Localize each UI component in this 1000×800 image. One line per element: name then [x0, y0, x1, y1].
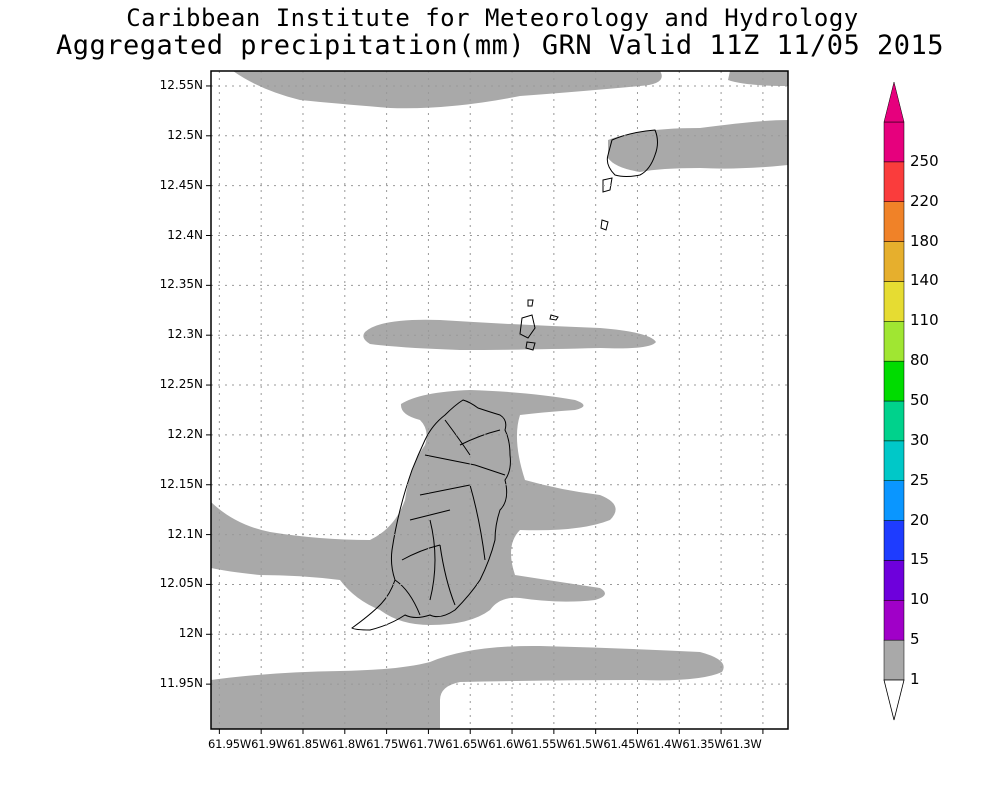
y-axis-label: 12.05N	[159, 576, 203, 591]
colorbar-label: 25	[910, 470, 930, 489]
colorbar-swatch	[883, 161, 905, 202]
colorbar-swatch	[883, 600, 905, 641]
y-axis-label: 12.4N	[167, 227, 203, 242]
colorbar-label: 220	[910, 191, 939, 210]
map-frame	[210, 70, 789, 730]
colorbar-swatch	[883, 400, 905, 442]
small-islets-outline	[519, 299, 559, 351]
y-axis-label: 12.55N	[159, 77, 203, 92]
precip-band-north	[233, 71, 662, 109]
map-grid	[211, 71, 788, 729]
x-axis-labels: 61.95W61.9W61.85W61.8W61.75W61.7W61.65W6…	[208, 737, 762, 751]
precip-band-northeast-corner	[728, 71, 788, 86]
colorbar-label: 80	[910, 351, 930, 370]
colorbar-swatch	[883, 560, 905, 601]
colorbar-swatch	[883, 360, 905, 402]
colorbar-swatch	[883, 440, 905, 481]
colorbar-label: 1	[910, 670, 920, 688]
precip-band-middle	[363, 319, 656, 350]
colorbar-label: 50	[910, 391, 930, 409]
y-axis-label: 12.5N	[167, 127, 203, 142]
colorbar-label: 10	[910, 590, 930, 609]
chart-title-line1: Caribbean Institute for Meteorology and …	[126, 4, 859, 32]
colorbar-swatch	[883, 480, 905, 521]
y-axis-label: 12.1N	[167, 526, 203, 541]
colorbar-label: 110	[910, 311, 939, 330]
colorbar-label: 250	[910, 151, 939, 170]
colorbar-swatch	[883, 121, 905, 163]
colorbar-swatch	[883, 520, 905, 561]
y-axis-label: 12.2N	[167, 426, 203, 441]
grenada-island-outline	[351, 399, 511, 631]
colorbar-bottom-arrow	[883, 679, 905, 721]
colorbar-swatch	[883, 281, 905, 322]
colorbar-top-arrow	[883, 81, 905, 123]
y-axis-label: 12.15N	[159, 476, 203, 491]
y-axis-label: 12.25N	[159, 377, 203, 392]
precip-grenada-main	[211, 390, 616, 625]
colorbar-swatch	[883, 321, 905, 362]
colorbar-label: 5	[910, 630, 920, 649]
carriacou-island-outline	[600, 129, 658, 231]
colorbar-label: 30	[910, 430, 930, 449]
colorbar-label: 20	[910, 510, 930, 529]
colorbar-swatch	[883, 201, 905, 242]
y-axis-label: 11.95N	[159, 676, 203, 691]
colorbar-swatch	[883, 241, 905, 282]
chart-title-line2: Aggregated precipitation(mm) GRN Valid 1…	[55, 30, 945, 61]
colorbar-label: 180	[910, 231, 939, 250]
colorbar-swatch	[883, 639, 905, 681]
colorbar	[883, 81, 905, 721]
y-axis-label: 12.3N	[167, 327, 203, 342]
y-axis-label: 12.45N	[159, 177, 203, 192]
colorbar-label: 140	[910, 271, 939, 290]
y-axis-label: 12.35N	[159, 277, 203, 292]
axis-ticks	[206, 85, 764, 734]
y-axis-label: 12N	[178, 626, 203, 641]
colorbar-label: 15	[910, 550, 930, 569]
